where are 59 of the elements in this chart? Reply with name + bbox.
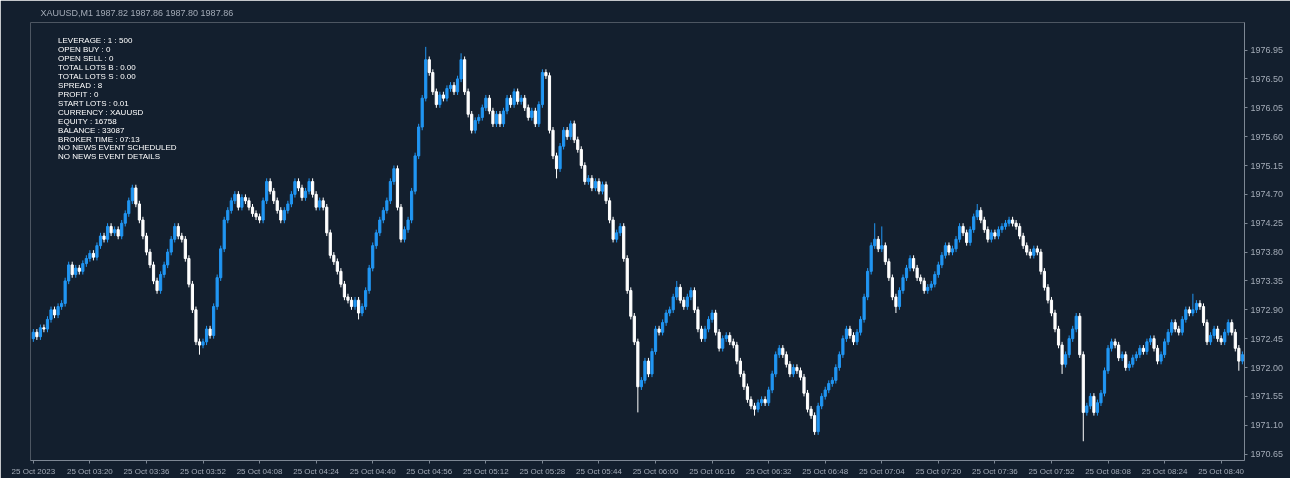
y-tick-label: 1972.00	[1250, 362, 1284, 373]
x-tick-label: 25 Oct 06:00	[632, 466, 679, 476]
y-tick-label: 1976.05	[1250, 102, 1284, 113]
x-tick-label: 25 Oct 04:24	[293, 466, 340, 476]
x-tick-label: 25 Oct 05:44	[576, 466, 623, 476]
x-tick-label: 25 Oct 03:36	[123, 466, 170, 476]
x-tick-label: 25 Oct 05:28	[519, 466, 566, 476]
x-tick-label: 25 Oct 04:56	[406, 466, 453, 476]
annotation: TOTAL LOTS B : 0.00	[58, 62, 137, 72]
x-tick-label: 25 Oct 07:04	[858, 466, 906, 476]
y-tick-label: 1974.25	[1250, 218, 1284, 229]
x-tick-label: 25 Oct 07:36	[972, 466, 1019, 476]
annotation: SPREAD : 8	[58, 80, 103, 90]
y-tick-label: 1975.15	[1250, 160, 1284, 171]
annotation: START LOTS : 0.01	[58, 98, 130, 108]
candlestick	[42, 324, 46, 333]
x-tick-label: 25 Oct 05:12	[462, 466, 510, 476]
annotation: BALANCE : 33087	[58, 125, 125, 135]
y-tick-label: 1973.35	[1250, 275, 1284, 286]
x-tick-label: 25 Oct 08:40	[1198, 466, 1245, 476]
x-tick-label: 25 Oct 2023	[11, 466, 56, 476]
x-tick-label: 25 Oct 08:24	[1141, 466, 1189, 476]
x-tick-label: 25 Oct 04:40	[349, 466, 397, 476]
x-tick-label: 25 Oct 03:20	[66, 466, 114, 476]
annotation: LEVERAGE : 1 : 500	[58, 35, 133, 45]
y-tick-label: 1970.65	[1250, 449, 1284, 460]
y-tick-label: 1975.60	[1250, 131, 1284, 142]
candlestick	[109, 222, 113, 237]
y-tick-label: 1974.70	[1250, 189, 1284, 200]
annotation: OPEN SELL : 0	[58, 53, 114, 63]
chart-title: XAUUSD,M1 1987.82 1987.86 1987.80 1987.86	[40, 7, 234, 18]
x-tick-label: 25 Oct 07:20	[915, 466, 962, 476]
annotation: CURRENCY : XAUUSD	[58, 107, 144, 117]
annotation: NO NEWS EVENT DETAILS	[58, 152, 161, 162]
x-tick-label: 25 Oct 06:32	[745, 466, 793, 476]
annotation: BROKER TIME : 07:13	[58, 134, 141, 144]
y-tick-label: 1976.50	[1250, 73, 1284, 84]
x-tick-label: 25 Oct 03:52	[180, 466, 227, 476]
annotation: OPEN BUY : 0	[58, 44, 111, 54]
x-tick-label: 25 Oct 06:48	[802, 466, 849, 476]
annotation: EQUITY : 16758	[58, 116, 118, 126]
x-tick-label: 25 Oct 07:52	[1028, 466, 1075, 476]
y-tick-label: 1971.10	[1250, 420, 1284, 431]
y-tick-label: 1972.90	[1250, 304, 1284, 315]
candlestick	[569, 120, 573, 141]
candlestick	[565, 126, 569, 141]
candlestick	[880, 225, 884, 253]
annotation: NO NEWS EVENT SCHEDULED	[58, 143, 177, 153]
y-tick-label: 1971.55	[1250, 391, 1284, 402]
annotation: TOTAL LOTS S : 0.00	[58, 71, 137, 81]
annotation: PROFIT : 0	[58, 89, 99, 99]
x-tick-label: 25 Oct 08:08	[1085, 466, 1132, 476]
x-tick-label: 25 Oct 06:16	[689, 466, 736, 476]
candlestick	[35, 328, 39, 341]
y-tick-label: 1976.95	[1250, 45, 1284, 56]
y-tick-label: 1973.80	[1250, 247, 1284, 258]
y-tick-label: 1972.45	[1250, 333, 1284, 344]
candlestick	[646, 357, 651, 378]
x-tick-label: 25 Oct 04:08	[236, 466, 284, 476]
